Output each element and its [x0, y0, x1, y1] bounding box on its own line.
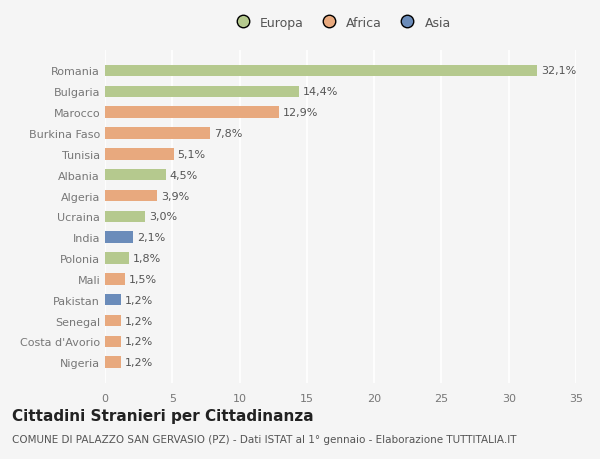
Bar — [105, 107, 278, 118]
Text: 12,9%: 12,9% — [283, 108, 318, 118]
Text: Cittadini Stranieri per Cittadinanza: Cittadini Stranieri per Cittadinanza — [12, 408, 314, 423]
Bar — [105, 357, 121, 368]
Bar — [105, 169, 166, 181]
Text: 3,0%: 3,0% — [149, 212, 178, 222]
Text: 7,8%: 7,8% — [214, 129, 242, 139]
Text: 1,8%: 1,8% — [133, 253, 161, 263]
Bar — [105, 253, 129, 264]
Bar — [105, 336, 121, 347]
Bar — [105, 128, 210, 140]
Bar — [105, 86, 299, 98]
Bar — [105, 274, 125, 285]
Text: 1,2%: 1,2% — [125, 316, 154, 326]
Bar — [105, 149, 173, 160]
Bar — [105, 294, 121, 306]
Bar — [105, 211, 145, 223]
Text: 1,2%: 1,2% — [125, 336, 154, 347]
Legend: Europa, Africa, Asia: Europa, Africa, Asia — [230, 17, 451, 30]
Text: 4,5%: 4,5% — [170, 170, 198, 180]
Text: 1,5%: 1,5% — [129, 274, 157, 284]
Text: 3,9%: 3,9% — [161, 191, 190, 201]
Bar — [105, 190, 157, 202]
Text: COMUNE DI PALAZZO SAN GERVASIO (PZ) - Dati ISTAT al 1° gennaio - Elaborazione TU: COMUNE DI PALAZZO SAN GERVASIO (PZ) - Da… — [12, 434, 517, 443]
Text: 1,2%: 1,2% — [125, 358, 154, 367]
Text: 5,1%: 5,1% — [178, 150, 206, 159]
Text: 32,1%: 32,1% — [541, 67, 576, 76]
Bar — [105, 315, 121, 326]
Text: 2,1%: 2,1% — [137, 233, 166, 243]
Bar — [105, 232, 133, 243]
Bar — [105, 66, 537, 77]
Text: 1,2%: 1,2% — [125, 295, 154, 305]
Text: 14,4%: 14,4% — [303, 87, 338, 97]
